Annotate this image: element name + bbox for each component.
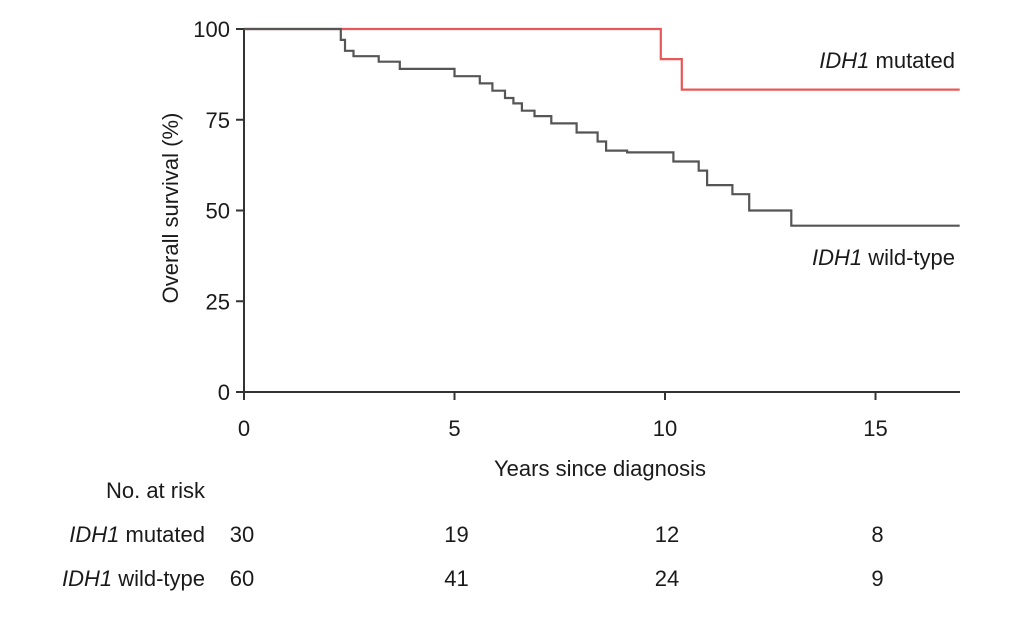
x-tick-label: 15 — [863, 416, 887, 441]
x-tick-label: 0 — [238, 416, 250, 441]
series-label-wildtype: IDH1 wild-type — [812, 245, 955, 270]
risk-row-label-mutated: IDH1 mutated — [69, 522, 205, 547]
series-line-idh1-wild-type — [244, 27, 960, 227]
series-layer — [244, 27, 960, 227]
x-tick-label: 10 — [653, 416, 677, 441]
risk-value: 60 — [230, 566, 254, 591]
series-label-wildtype-gene: IDH1 — [812, 245, 862, 270]
risk-row-label-wildtype: IDH1 wild-type — [62, 566, 205, 591]
series-label-wildtype-rest: wild-type — [862, 245, 955, 270]
series-line-idh1-mutated — [244, 27, 960, 91]
risk-value: 30 — [230, 522, 254, 547]
risk-value: 19 — [444, 522, 468, 547]
risk-row-wildtype-rest: wild-type — [112, 566, 205, 591]
risk-value: 41 — [444, 566, 468, 591]
risk-value: 8 — [871, 522, 883, 547]
risk-table: No. at risk IDH1 mutated IDH1 wild-type … — [62, 478, 884, 591]
y-tick-label: 75 — [206, 108, 230, 133]
y-axis-title: Overall survival (%) — [158, 113, 183, 304]
y-tick-label: 0 — [218, 380, 230, 405]
svg-text:IDH1 mutated: IDH1 mutated — [819, 48, 955, 73]
risk-table-title: No. at risk — [106, 478, 206, 503]
risk-row-wildtype-gene: IDH1 — [62, 566, 112, 591]
series-label-mutated-rest: mutated — [869, 48, 955, 73]
risk-row-mutated-gene: IDH1 — [69, 522, 119, 547]
series-label-mutated-gene: IDH1 — [819, 48, 869, 73]
risk-row-mutated-rest: mutated — [119, 522, 205, 547]
x-axis-title: Years since diagnosis — [494, 456, 706, 481]
risk-value: 12 — [655, 522, 679, 547]
y-axis: 0 25 50 75 100 Overall survival (%) — [158, 17, 245, 405]
y-tick-label: 100 — [193, 17, 230, 42]
y-tick-label: 50 — [206, 199, 230, 224]
series-label-mutated: IDH1 mutated — [819, 48, 955, 73]
risk-value: 9 — [871, 566, 883, 591]
y-tick-label: 25 — [206, 289, 230, 314]
x-axis: 0 5 10 15 Years since diagnosis — [238, 391, 960, 481]
risk-value: 24 — [655, 566, 679, 591]
svg-text:IDH1 wild-type: IDH1 wild-type — [812, 245, 955, 270]
x-tick-label: 5 — [448, 416, 460, 441]
